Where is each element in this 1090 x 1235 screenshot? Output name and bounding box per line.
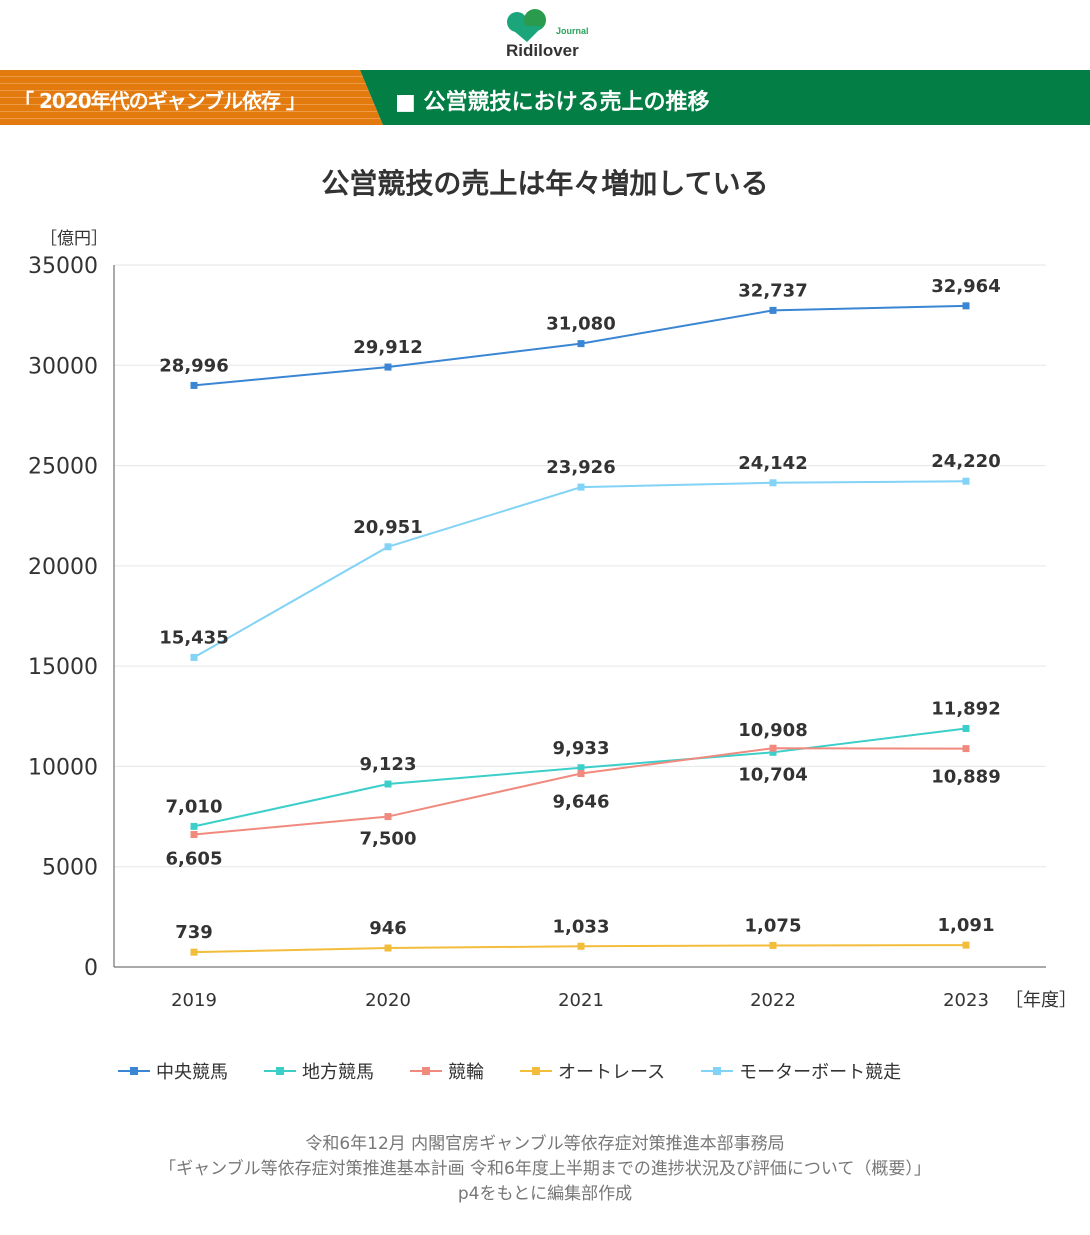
- y-axis-label: ［億円］: [40, 229, 108, 249]
- data-point: [769, 479, 777, 487]
- data-point: [769, 306, 777, 314]
- data-label: 946: [369, 918, 407, 939]
- data-point: [577, 340, 585, 348]
- y-tick-label: 10000: [28, 755, 98, 780]
- data-point: [577, 942, 585, 950]
- data-point: [769, 748, 777, 756]
- data-label: 9,933: [553, 738, 610, 759]
- x-tick-label: 2020: [365, 990, 411, 1011]
- data-label: 9,123: [360, 754, 417, 775]
- y-tick-label: 30000: [28, 354, 98, 379]
- data-label: 32,737: [738, 280, 807, 301]
- x-tick-label: 2021: [558, 990, 604, 1011]
- x-tick-label: 2022: [750, 990, 796, 1011]
- data-label: 23,926: [546, 457, 615, 478]
- legend-item: 中央競馬: [118, 1058, 228, 1084]
- data-point: [962, 302, 970, 310]
- data-point: [769, 941, 777, 949]
- legend-item: 地方競馬: [264, 1058, 374, 1084]
- legend-label: 競輪: [448, 1062, 484, 1083]
- legend-marker-icon: [701, 1067, 734, 1075]
- data-point: [962, 724, 970, 732]
- data-label: 10,889: [931, 767, 1000, 788]
- y-tick-label: 20000: [28, 555, 98, 580]
- legend-label: オートレース: [558, 1062, 666, 1083]
- data-label: 10,704: [738, 764, 807, 785]
- logo-text: Ridilover: [506, 41, 579, 60]
- y-tick-label: 35000: [28, 254, 98, 279]
- data-point: [190, 653, 198, 661]
- data-point: [962, 941, 970, 949]
- source-line: 「ギャンブル等依存症対策推進基本計画 令和6年度上半期までの進捗状況及び評価につ…: [159, 1159, 931, 1179]
- data-point: [384, 363, 392, 371]
- data-point: [769, 744, 777, 752]
- y-tick-label: 5000: [42, 856, 98, 881]
- data-point: [384, 543, 392, 551]
- data-label: 11,892: [931, 698, 1000, 719]
- legend-item: 競輪: [410, 1058, 484, 1084]
- data-point: [190, 831, 198, 839]
- x-tick-label: 2019: [171, 990, 217, 1011]
- chart-title: 公営競技の売上は年々増加している: [321, 167, 769, 200]
- y-tick-label: 25000: [28, 455, 98, 480]
- legend-label: 中央競馬: [156, 1062, 228, 1083]
- line-chart: ［億円］ ［年度］ 0 5000 10000 15000 20000 25000 30000…: [28, 229, 1077, 1011]
- data-label: 1,075: [745, 915, 802, 936]
- data-label: 739: [175, 922, 213, 943]
- data-label: 10,908: [738, 720, 807, 741]
- data-point: [577, 483, 585, 491]
- legend-item: モーターボート競走: [701, 1058, 901, 1084]
- data-point: [190, 822, 198, 830]
- data-label: 20,951: [353, 517, 422, 538]
- legend-marker-icon: [264, 1067, 296, 1075]
- data-point: [384, 944, 392, 952]
- data-label: 7,010: [166, 796, 223, 817]
- legend: 中央競馬 地方競馬 競輪 オートレース モーターボート競走: [118, 1058, 937, 1084]
- series-label: 「 2020年代のギャンブル依存 」: [14, 89, 306, 113]
- y-tick-label: 15000: [28, 655, 98, 680]
- data-label: 1,033: [553, 916, 610, 937]
- x-tick-label: 2023: [943, 990, 989, 1011]
- data-label: 24,142: [738, 453, 807, 474]
- header-banner: 「 2020年代のギャンブル依存 」 ■ 公営競技における売上の推移: [0, 70, 1090, 125]
- legend-marker-icon: [118, 1067, 150, 1075]
- data-label: 31,080: [546, 314, 615, 335]
- data-point: [577, 764, 585, 772]
- data-label: 9,646: [553, 792, 610, 813]
- legend-label: モーターボート競走: [739, 1062, 902, 1083]
- logo-hearts-icon: [507, 9, 546, 42]
- data-point: [190, 948, 198, 956]
- legend-label: 地方競馬: [302, 1062, 374, 1083]
- data-label: 24,220: [931, 451, 1000, 472]
- series-line-4: [193, 480, 967, 659]
- data-point: [962, 477, 970, 485]
- legend-marker-icon: [520, 1067, 552, 1075]
- source-note: 令和6年12月 内閣官房ギャンブル等依存症対策推進本部事務局 「ギャンブル等依存…: [0, 1132, 1090, 1207]
- section-title: ■ 公営競技における売上の推移: [395, 90, 710, 115]
- data-point: [384, 813, 392, 821]
- source-line: 令和6年12月 内閣官房ギャンブル等依存症対策推進本部事務局: [305, 1134, 785, 1154]
- data-label: 15,435: [159, 627, 228, 648]
- x-axis-label: ［年度］: [1005, 990, 1077, 1011]
- data-label: 7,500: [360, 829, 417, 850]
- data-label: 6,605: [166, 849, 223, 870]
- data-label: 32,964: [931, 276, 1000, 297]
- data-label: 29,912: [353, 337, 422, 358]
- data-point: [577, 770, 585, 778]
- logo-journal: Journal: [556, 26, 589, 36]
- source-line: p4をもとに編集部作成: [457, 1184, 633, 1204]
- data-label: 28,996: [159, 355, 228, 376]
- data-point: [962, 745, 970, 753]
- data-label: 1,091: [938, 915, 995, 936]
- data-point: [190, 381, 198, 389]
- legend-marker-icon: [410, 1067, 442, 1075]
- data-point: [384, 780, 392, 788]
- legend-item: オートレース: [520, 1058, 665, 1084]
- y-tick-label: 0: [84, 956, 98, 981]
